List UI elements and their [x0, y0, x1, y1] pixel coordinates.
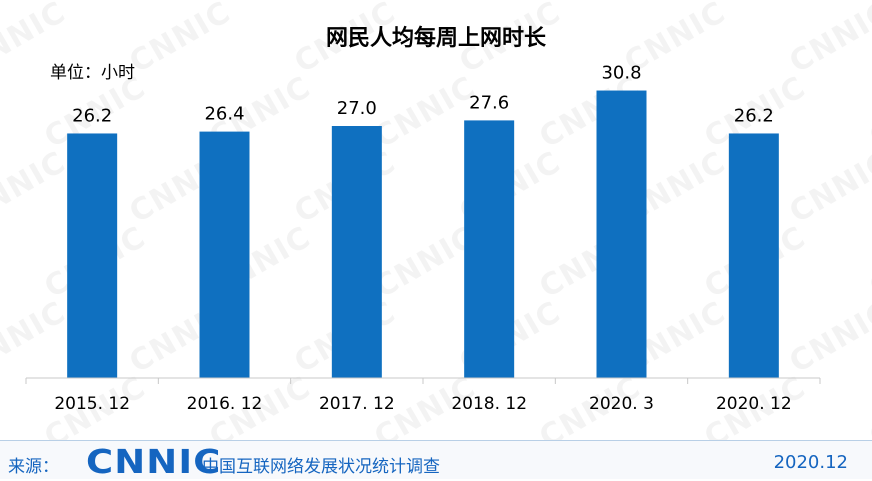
category-label: 2015. 12: [54, 394, 130, 414]
bar: [331, 126, 382, 378]
bar: [596, 90, 647, 379]
bar: [67, 133, 118, 378]
unit-label: 单位：小时: [50, 63, 135, 83]
report-date: 2020.12: [773, 452, 848, 473]
source-label: 来源：: [8, 457, 59, 477]
category-label: 2018. 12: [451, 394, 527, 414]
footer-bar: [0, 441, 872, 479]
category-label: 2017. 12: [319, 394, 395, 414]
data-label: 27.0: [337, 98, 377, 119]
chart-title: 网民人均每周上网时长: [325, 26, 546, 51]
bar: [728, 133, 779, 378]
category-label: 2016. 12: [187, 394, 263, 414]
category-label: 2020. 12: [716, 394, 792, 414]
cnnic-logo: CNNIC: [86, 442, 222, 481]
bar-chart: 26.2 2015. 12 26.4 2016. 12 27.0 2017. 12 27.6…: [25, 63, 821, 414]
data-label: 30.8: [601, 63, 641, 84]
bar: [199, 131, 250, 378]
category-label: 2020. 3: [589, 394, 654, 414]
footer-divider: [0, 440, 872, 441]
bar: [464, 120, 515, 379]
data-label: 27.6: [469, 92, 509, 113]
data-label: 26.2: [72, 105, 112, 126]
data-label: 26.2: [734, 105, 774, 126]
data-label: 26.4: [204, 104, 244, 125]
survey-name: 中国互联网络发展状况统计调查: [202, 457, 440, 477]
